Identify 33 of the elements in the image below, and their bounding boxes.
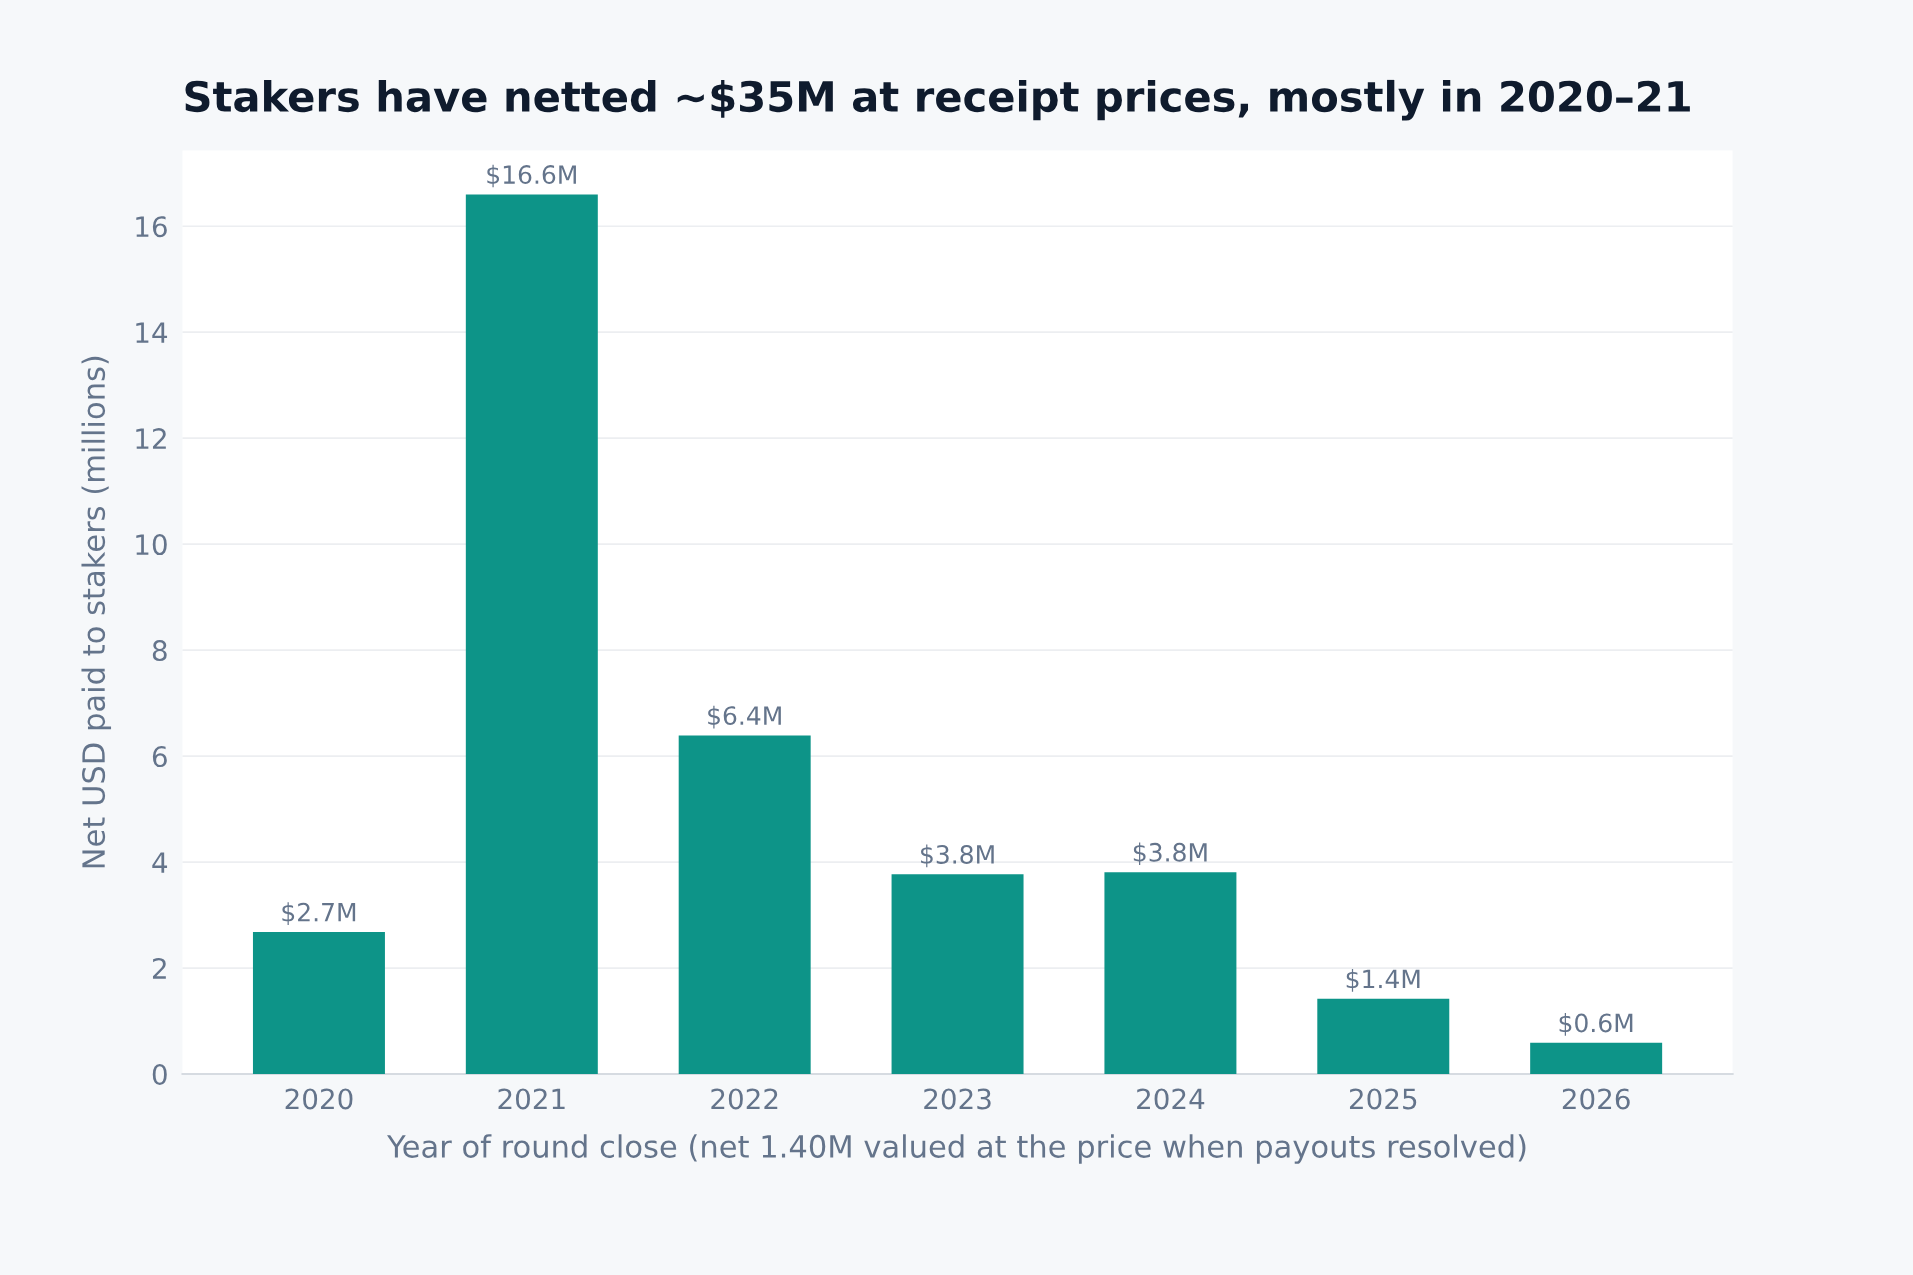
data-label: $3.8M (921, 844, 994, 868)
bar (1530, 1042, 1663, 1075)
bar (891, 874, 1024, 1075)
y-tick-label: 0 (152, 1064, 167, 1086)
y-tick-label: 10 (136, 534, 167, 556)
chart-title: Stakers have netted ~$35M at receipt prices, mostly in 2020–21 (185, 79, 1690, 121)
y-tick-label: 8 (152, 640, 167, 662)
bar (252, 932, 385, 1075)
data-label: $3.8M (1133, 842, 1207, 866)
y-tick-label: 12 (136, 428, 166, 449)
x-tick-label: 2020 (285, 1088, 353, 1110)
x-tick-label: 2023 (924, 1088, 991, 1110)
bar (1317, 998, 1450, 1075)
y-tick-label: 14 (136, 322, 168, 343)
y-tick-label: 2 (152, 958, 166, 979)
x-tick-label: 2022 (711, 1088, 778, 1110)
x-axis-title: Year of round close (net 1.40M valued at the price when payouts resolved) (387, 1134, 1526, 1164)
bar (678, 735, 811, 1075)
data-label: $16.6M (487, 164, 576, 188)
x-tick-label: 2021 (498, 1088, 565, 1110)
data-label: $1.4M (1346, 969, 1420, 992)
y-tick-label: 16 (136, 216, 167, 238)
x-tick-label: 2024 (1137, 1088, 1205, 1110)
x-tick-label: 2026 (1562, 1088, 1630, 1110)
bar (1104, 872, 1237, 1075)
y-tick-label: 4 (152, 852, 168, 873)
y-axis-title: Net USD paid to stakers (millions) (81, 356, 112, 868)
x-tick-label: 2025 (1349, 1088, 1417, 1110)
data-label: $0.6M (1559, 1013, 1633, 1036)
data-label: $2.7M (282, 902, 356, 925)
data-label: $6.4M (708, 705, 781, 729)
y-tick-label: 6 (152, 746, 167, 768)
bar (465, 194, 598, 1075)
